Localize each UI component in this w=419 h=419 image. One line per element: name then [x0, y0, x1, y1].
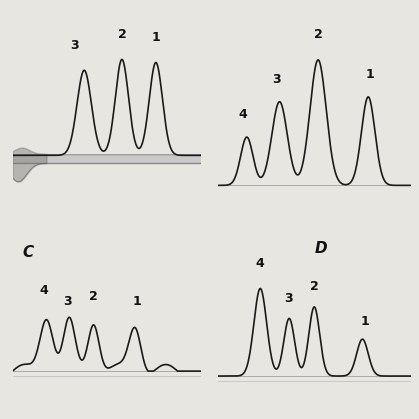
Bar — [13, 154, 201, 163]
Text: 3: 3 — [284, 292, 292, 305]
Text: C: C — [22, 246, 33, 261]
Text: 2: 2 — [118, 28, 126, 41]
Text: 1: 1 — [366, 68, 375, 81]
Text: 3: 3 — [63, 295, 72, 308]
Text: 1: 1 — [361, 315, 370, 328]
Text: 1: 1 — [152, 31, 160, 44]
Text: 2: 2 — [314, 28, 323, 41]
Text: 2: 2 — [310, 280, 318, 293]
Text: 1: 1 — [133, 295, 141, 308]
Text: D: D — [314, 241, 327, 256]
Text: 2: 2 — [89, 290, 98, 303]
Text: 4: 4 — [256, 257, 265, 270]
Text: 4: 4 — [238, 108, 247, 121]
Text: 3: 3 — [272, 72, 281, 85]
Text: 4: 4 — [39, 285, 48, 297]
Text: 3: 3 — [70, 39, 79, 52]
